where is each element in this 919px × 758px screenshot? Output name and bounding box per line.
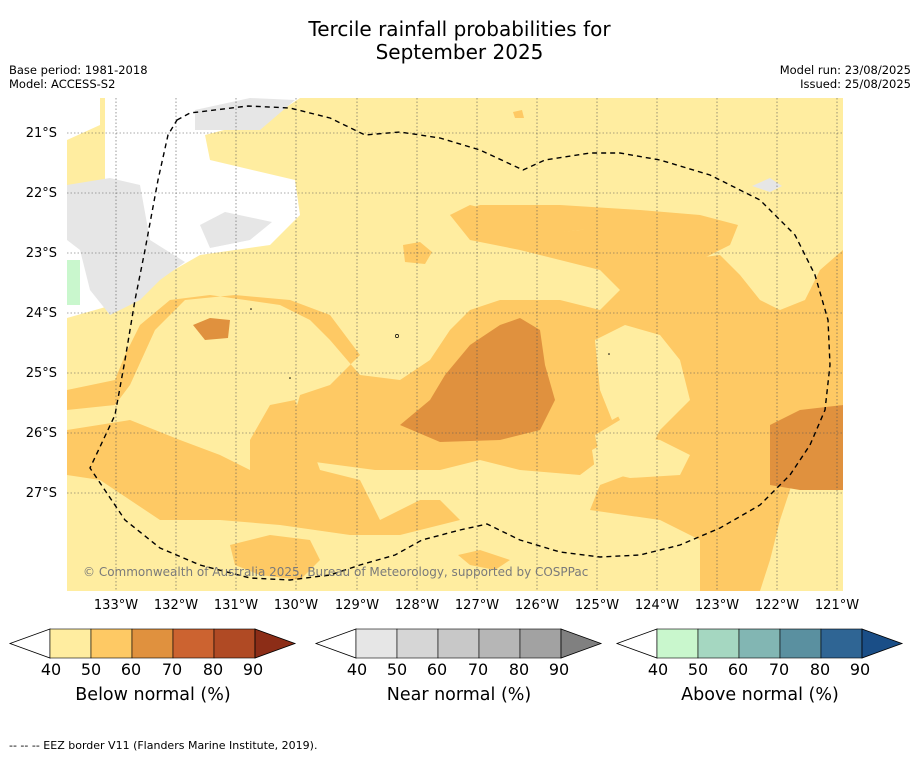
- cb-tick: 40: [346, 660, 368, 679]
- colorbar-under-arrow: [8, 628, 51, 659]
- colorbar-above: [615, 628, 904, 659]
- model-name: Model: ACCESS-S2: [9, 77, 116, 91]
- region-below-40-50: [592, 435, 690, 478]
- colorbar-swatch: [656, 628, 699, 659]
- cb-tick: 70: [467, 660, 489, 679]
- region-below-50-60: [458, 550, 510, 570]
- region-below-60-70: [770, 405, 843, 490]
- island-marker: [395, 334, 399, 338]
- cb-tick: 80: [809, 660, 831, 679]
- cb-tick: 90: [849, 660, 871, 679]
- cb-tick: 70: [161, 660, 183, 679]
- colorbar-swatch: [478, 628, 521, 659]
- colorbar-over-arrow: [560, 628, 603, 659]
- colorbar-below-title: Below normal (%): [75, 685, 231, 705]
- lon-label: 130°W: [273, 598, 319, 613]
- lat-label: 22°S: [25, 186, 57, 201]
- region-near-40-50: [752, 178, 782, 192]
- colorbar-above-title: Above normal (%): [681, 685, 839, 705]
- lon-label: 133°W: [93, 598, 139, 613]
- probability-map: [67, 98, 843, 591]
- lon-label: 128°W: [394, 598, 440, 613]
- colorbar-swatch: [172, 628, 215, 659]
- region-below-50-60: [230, 535, 320, 580]
- cb-tick: 80: [202, 660, 224, 679]
- cb-tick: 70: [768, 660, 790, 679]
- colorbar-near-title: Near normal (%): [386, 685, 532, 705]
- map-title: Tercile rainfall probabilities for Septe…: [0, 18, 919, 64]
- base-period: Base period: 1981-2018: [9, 63, 148, 77]
- cb-tick: 60: [727, 660, 749, 679]
- colorbar-under-arrow: [314, 628, 357, 659]
- island-marker: [250, 308, 252, 310]
- graticule: [67, 98, 843, 591]
- colorbar-over-arrow: [254, 628, 297, 659]
- region-below-50-60: [513, 110, 524, 118]
- colorbar-swatch: [396, 628, 439, 659]
- cb-tick: 50: [687, 660, 709, 679]
- eez-footnote: -- -- -- EEZ border V11 (Flanders Marine…: [9, 739, 318, 752]
- meta-left: Base period: 1981-2018 Model: ACCESS-S2: [9, 63, 148, 91]
- region-below-60-70: [400, 318, 555, 442]
- colorbar-swatch: [738, 628, 781, 659]
- colorbar-swatch: [519, 628, 562, 659]
- cb-tick: 80: [508, 660, 530, 679]
- region-below-50-60: [67, 400, 460, 535]
- colorbar-swatch: [437, 628, 480, 659]
- cb-tick: 50: [386, 660, 408, 679]
- eez-border: [89, 105, 831, 581]
- colorbar-near: [314, 628, 603, 659]
- lon-label: 126°W: [514, 598, 560, 613]
- colorbar-swatch: [213, 628, 256, 659]
- title-line-2: September 2025: [375, 40, 544, 64]
- region-below-40-50: [595, 330, 655, 420]
- colorbar-swatch: [820, 628, 863, 659]
- region-near-40-50: [200, 212, 272, 248]
- island-marker: [608, 353, 610, 355]
- lat-label: 26°S: [25, 426, 57, 441]
- lat-label: 27°S: [25, 486, 57, 501]
- colorbar-swatch: [49, 628, 92, 659]
- colorbar-swatch: [131, 628, 174, 659]
- lon-label: 129°W: [334, 598, 380, 613]
- region-near-40-50: [67, 178, 185, 315]
- colorbar-swatch: [90, 628, 133, 659]
- region-above-40-50: [67, 260, 80, 305]
- lon-label: 131°W: [213, 598, 259, 613]
- copyright-notice: © Commonwealth of Australia 2025, Bureau…: [83, 565, 589, 579]
- colorbar-swatch: [355, 628, 398, 659]
- lon-label: 132°W: [153, 598, 199, 613]
- issued-date: Issued: 25/08/2025: [800, 77, 911, 91]
- colorbar-under-arrow: [615, 628, 658, 659]
- lon-label: 123°W: [694, 598, 740, 613]
- title-line-1: Tercile rainfall probabilities for: [308, 17, 611, 41]
- lat-label: 21°S: [25, 126, 57, 141]
- colorbar-over-arrow: [861, 628, 904, 659]
- region-near-40-50: [195, 98, 295, 130]
- model-run: Model run: 23/08/2025: [779, 63, 911, 77]
- cb-tick: 40: [40, 660, 62, 679]
- cb-tick: 40: [647, 660, 669, 679]
- lat-label: 23°S: [25, 246, 57, 261]
- lon-label: 122°W: [754, 598, 800, 613]
- cb-tick: 50: [80, 660, 102, 679]
- lon-label: 124°W: [634, 598, 680, 613]
- colorbar-below: [8, 628, 297, 659]
- island-marker: [289, 377, 291, 379]
- lat-label: 24°S: [25, 306, 57, 321]
- cb-tick: 60: [120, 660, 142, 679]
- colorbar-swatch: [779, 628, 822, 659]
- cb-tick: 90: [242, 660, 264, 679]
- lon-label: 127°W: [454, 598, 500, 613]
- cb-tick: 90: [548, 660, 570, 679]
- colorbar-swatch: [697, 628, 740, 659]
- cb-tick: 60: [426, 660, 448, 679]
- region-below-60-70: [193, 318, 230, 340]
- region-below-50-60: [450, 205, 738, 262]
- region-no-dominant-tercile: [67, 98, 100, 140]
- lon-label: 125°W: [574, 598, 620, 613]
- lat-label: 25°S: [25, 366, 57, 381]
- meta-right: Model run: 23/08/2025 Issued: 25/08/2025: [780, 63, 911, 91]
- lon-label: 121°W: [814, 598, 860, 613]
